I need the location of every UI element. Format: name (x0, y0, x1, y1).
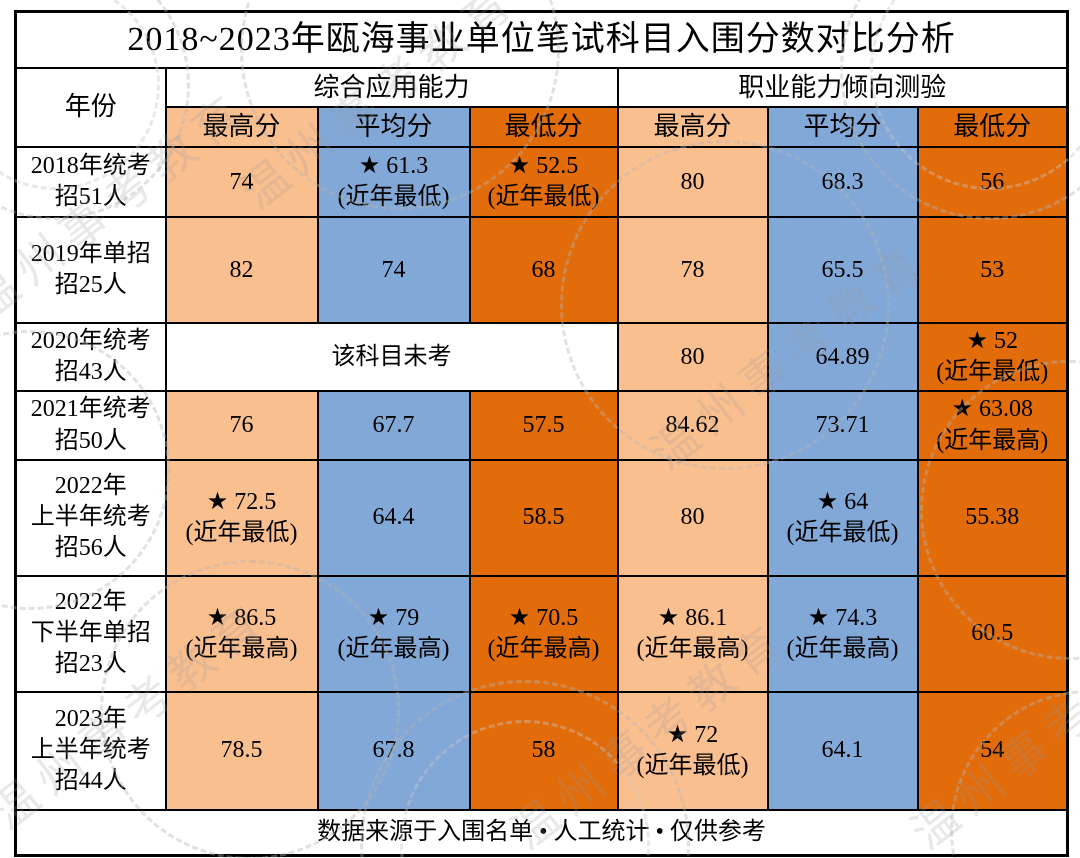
cell-avg: 64.1 (766, 690, 919, 811)
table-row-2022-h1: 2022年 上半年统考 招56人 ★ 72.5 (近年最低) 64.4 58.5… (14, 458, 1069, 577)
table-row-2021: 2021年统考 招50人 76 67.7 57.5 84.62 73.71 ★ … (14, 390, 1069, 461)
cell-min: ★ 70.5 (近年最高) (468, 574, 619, 693)
col-header-max-2: 最高分 (616, 106, 769, 149)
col-header-min-1: 最低分 (468, 106, 619, 149)
cell-max: 80 (616, 322, 769, 393)
year-label: 2022年 上半年统考 招56人 (14, 458, 167, 577)
year-label: 2021年统考 招50人 (14, 390, 167, 461)
cell-min: 54 (916, 690, 1069, 811)
year-label: 2018年统考 招51人 (14, 146, 167, 219)
cell-max: 84.62 (616, 390, 769, 461)
table-row-2022-h2: 2022年 下半年单招 招23人 ★ 86.5 (近年最高) ★ 79 (近年最… (14, 574, 1069, 693)
cell-max: 78 (616, 216, 769, 325)
cell-avg: ★ 74.3 (近年最高) (766, 574, 919, 693)
year-column-header: 年份 (14, 66, 167, 149)
cell-min: 53 (916, 216, 1069, 325)
col-header-avg-1: 平均分 (316, 106, 471, 149)
year-label: 2022年 下半年单招 招23人 (14, 574, 167, 693)
cell-max: ★ 86.5 (近年最高) (164, 574, 319, 693)
cell-min: 68 (468, 216, 619, 325)
cell-min: 58.5 (468, 458, 619, 577)
header-group-row: 年份 综合应用能力 职业能力倾向测验 (14, 66, 1069, 149)
page-title: 2018~2023年瓯海事业单位笔试科目入围分数对比分析 (14, 10, 1069, 69)
header-sub-row: 最高分 平均分 最低分 最高分 平均分 最低分 (16, 106, 1069, 149)
col-header-max-1: 最高分 (164, 106, 319, 149)
table-row-2018: 2018年统考 招51人 74 ★ 61.3 (近年最低) ★ 52.5 (近年… (14, 146, 1069, 219)
table-row-2023-h1: 2023年 上半年统考 招44人 78.5 67.8 58 ★ 72 (近年最低… (14, 690, 1069, 811)
cell-avg: 64.89 (766, 322, 919, 393)
year-label: 2020年统考 招43人 (14, 322, 167, 393)
cell-max: ★ 72.5 (近年最低) (164, 458, 319, 577)
table-row-2020: 2020年统考 招43人 该科目未考 80 64.89 ★ 52 (近年最低) (14, 322, 1069, 393)
table-row-2019: 2019年单招 招25人 82 74 68 78 65.5 53 (14, 216, 1069, 325)
year-label: 2019年单招 招25人 (14, 216, 167, 325)
cell-subject-not-tested: 该科目未考 (164, 322, 619, 393)
cell-avg: 73.71 (766, 390, 919, 461)
data-source-note: 数据来源于入围名单 • 人工统计 • 仅供参考 (14, 808, 1069, 857)
group-header-comprehensive: 综合应用能力 (164, 66, 619, 109)
cell-avg: 67.8 (316, 690, 471, 811)
cell-max: 78.5 (164, 690, 319, 811)
group-header-aptitude: 职业能力倾向测验 (616, 66, 1069, 109)
cell-max: 80 (616, 458, 769, 577)
cell-min: ★ 52 (近年最低) (916, 322, 1069, 393)
cell-min: 60.5 (916, 574, 1069, 693)
cell-max: 74 (164, 146, 319, 219)
cell-avg: ★ 64 (近年最低) (766, 458, 919, 577)
score-comparison-table: 2018~2023年瓯海事业单位笔试科目入围分数对比分析 年份 综合应用能力 职… (14, 10, 1070, 858)
cell-min: ★ 63.08 (近年最高) (916, 390, 1069, 461)
cell-max: ★ 86.1 (近年最高) (616, 574, 769, 693)
cell-min: ★ 52.5 (近年最低) (468, 146, 619, 219)
cell-min: 56 (916, 146, 1069, 219)
table-footer-row: 数据来源于入围名单 • 人工统计 • 仅供参考 (14, 808, 1069, 857)
cell-avg: 74 (316, 216, 471, 325)
cell-min: 55.38 (916, 458, 1069, 577)
cell-avg: ★ 61.3 (近年最低) (316, 146, 471, 219)
cell-avg: 65.5 (766, 216, 919, 325)
cell-min: 57.5 (468, 390, 619, 461)
cell-max: 76 (164, 390, 319, 461)
cell-max: ★ 72 (近年最低) (616, 690, 769, 811)
cell-avg: 67.7 (316, 390, 471, 461)
cell-max: 82 (164, 216, 319, 325)
cell-avg: ★ 79 (近年最高) (316, 574, 471, 693)
cell-avg: 68.3 (766, 146, 919, 219)
col-header-min-2: 最低分 (916, 106, 1069, 149)
cell-min: 58 (468, 690, 619, 811)
table-title-row: 2018~2023年瓯海事业单位笔试科目入围分数对比分析 (14, 10, 1069, 69)
cell-max: 80 (616, 146, 769, 219)
col-header-avg-2: 平均分 (766, 106, 919, 149)
year-label: 2023年 上半年统考 招44人 (14, 690, 167, 811)
cell-avg: 64.4 (316, 458, 471, 577)
